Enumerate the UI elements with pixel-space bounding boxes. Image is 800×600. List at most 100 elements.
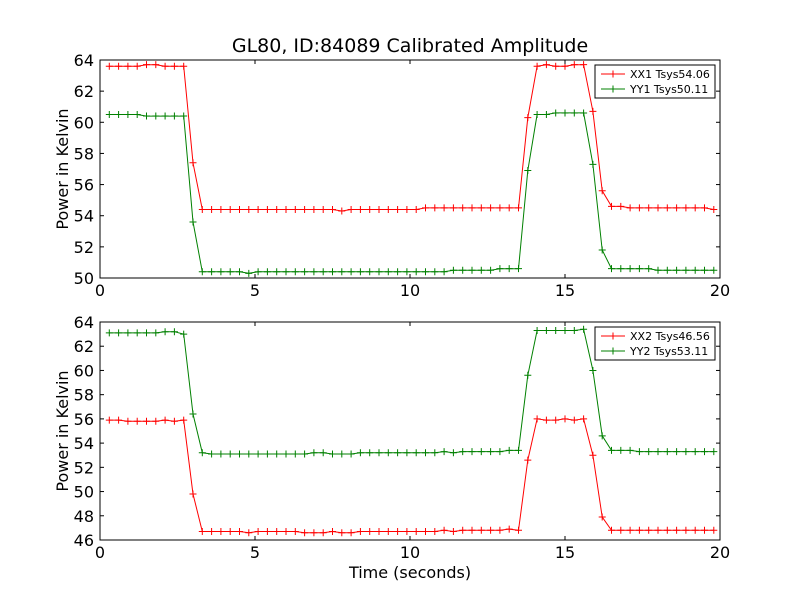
data-point xyxy=(570,416,578,424)
legend-box xyxy=(594,326,716,361)
data-point xyxy=(533,415,541,423)
y-tick-label: 58 xyxy=(74,144,94,163)
y-tick-label: 54 xyxy=(74,207,94,226)
data-point xyxy=(338,450,346,458)
data-point xyxy=(682,448,690,456)
data-point xyxy=(412,205,420,213)
data-point xyxy=(440,448,448,456)
data-point xyxy=(477,204,485,212)
data-point xyxy=(180,112,188,120)
y-tick-label: 58 xyxy=(74,386,94,405)
y-tick-label: 52 xyxy=(74,458,94,477)
data-point xyxy=(180,416,188,424)
data-point xyxy=(412,268,420,276)
data-point xyxy=(673,266,681,274)
data-point xyxy=(459,448,467,456)
data-point xyxy=(598,187,606,195)
data-point xyxy=(384,205,392,213)
legend-box xyxy=(594,64,716,99)
x-tick-label: 15 xyxy=(555,281,575,300)
data-point xyxy=(329,450,336,458)
data-point xyxy=(375,268,383,276)
data-point xyxy=(459,204,467,212)
data-point xyxy=(496,204,504,212)
data-point xyxy=(291,528,299,536)
data-point xyxy=(394,528,402,536)
data-point xyxy=(375,205,383,213)
data-point xyxy=(291,205,299,213)
y-tick-label: 50 xyxy=(74,269,94,288)
data-point xyxy=(524,456,532,464)
data-point xyxy=(617,526,625,534)
data-point xyxy=(115,111,123,118)
data-point xyxy=(515,526,522,534)
legend-marker xyxy=(609,85,617,93)
data-point xyxy=(301,205,309,213)
data-point xyxy=(477,448,485,456)
data-point xyxy=(552,326,560,334)
data-point xyxy=(170,62,178,70)
data-point xyxy=(570,109,578,117)
y-tick-label: 50 xyxy=(74,483,94,502)
y-tick-label: 60 xyxy=(74,361,94,380)
data-point xyxy=(115,62,123,70)
data-point xyxy=(542,326,550,334)
data-point xyxy=(329,205,336,213)
y-tick-label: 64 xyxy=(74,51,94,70)
data-point xyxy=(654,204,662,212)
data-point xyxy=(431,268,439,276)
data-point xyxy=(440,526,448,534)
data-point xyxy=(403,528,411,536)
data-point xyxy=(347,205,355,213)
data-point xyxy=(542,111,550,118)
data-point xyxy=(487,448,495,456)
data-point xyxy=(366,449,374,457)
data-point xyxy=(356,268,364,276)
data-point xyxy=(124,62,132,70)
data-point xyxy=(226,528,234,536)
data-point xyxy=(347,529,355,537)
data-point xyxy=(691,448,699,456)
data-point xyxy=(608,526,615,534)
data-point xyxy=(496,448,504,456)
data-point xyxy=(254,205,262,213)
data-point xyxy=(161,62,169,70)
series-group xyxy=(105,325,718,537)
data-point xyxy=(403,268,411,276)
x-tick-label: 10 xyxy=(400,281,420,300)
data-point xyxy=(459,266,467,274)
data-point xyxy=(608,265,615,273)
y-tick-label: 64 xyxy=(74,313,94,332)
data-point xyxy=(468,526,476,534)
data-point xyxy=(161,328,169,336)
data-point xyxy=(226,205,234,213)
data-point xyxy=(403,449,411,457)
data-point xyxy=(449,528,457,536)
data-point xyxy=(505,446,513,454)
legend-marker xyxy=(609,332,617,340)
data-point xyxy=(645,448,653,456)
data-point xyxy=(701,266,708,274)
data-point xyxy=(533,111,541,118)
legend-label: YY1 Tsys50.11 xyxy=(629,83,708,96)
data-point xyxy=(291,450,299,458)
data-point xyxy=(282,528,290,536)
data-point xyxy=(143,417,150,425)
data-point xyxy=(152,112,160,120)
data-point xyxy=(710,448,718,456)
data-point xyxy=(691,266,699,274)
data-point xyxy=(189,490,197,498)
data-point xyxy=(598,246,606,254)
data-point xyxy=(552,416,560,424)
data-point xyxy=(691,204,699,212)
data-point xyxy=(580,325,588,333)
x-tick-label: 0 xyxy=(95,281,105,300)
y-tick-label: 62 xyxy=(74,82,94,101)
data-point xyxy=(152,417,160,425)
data-point xyxy=(301,529,309,537)
data-point xyxy=(431,528,439,536)
data-point xyxy=(282,205,290,213)
data-point xyxy=(282,268,290,276)
legend-marker xyxy=(609,347,617,355)
